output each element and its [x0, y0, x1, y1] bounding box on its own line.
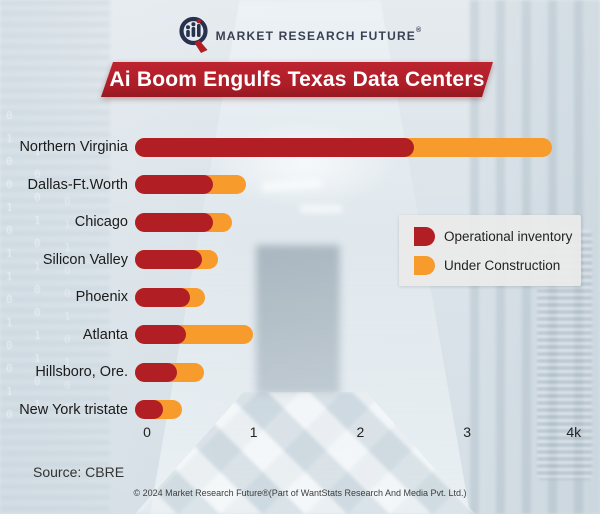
bar-row: Phoenix: [0, 287, 600, 307]
legend-marker-icon: [414, 226, 435, 246]
brand-logo: MARKET RESEARCH FUTURE®: [0, 15, 600, 55]
chart-legend: Operational inventory Under Construction: [399, 215, 581, 286]
legend-item: Under Construction: [414, 255, 581, 275]
bar-operational-inventory: [135, 362, 177, 382]
bar-row: Dallas-Ft.Worth: [0, 175, 600, 195]
magnifier-chart-icon: [178, 15, 210, 55]
bar-operational-inventory: [135, 175, 214, 195]
x-axis-tick: 1: [249, 424, 258, 440]
bar-row: Hillsboro, Ore.: [0, 362, 600, 382]
brand-name: MARKET RESEARCH FUTURE®: [215, 27, 423, 43]
page-title: Ai Boom Engulfs Texas Data Centers: [109, 67, 485, 91]
title-ribbon: Ai Boom Engulfs Texas Data Centers: [101, 62, 493, 97]
category-label: Phoenix: [75, 289, 128, 306]
registered-mark: ®: [416, 27, 423, 34]
category-label: Silicon Valley: [42, 251, 128, 268]
x-axis-tick: 4k: [566, 424, 582, 440]
bar-row: Silicon Valley: [0, 250, 600, 270]
legend-label: Under Construction: [444, 257, 561, 273]
x-axis-tick: 2: [356, 424, 365, 440]
x-axis-tick: 0: [143, 424, 151, 440]
legend-label: Operational inventory: [444, 228, 573, 244]
source-note: Source: CBRE: [33, 464, 125, 480]
bar-operational-inventory: [135, 400, 163, 420]
category-label: Hillsboro, Ore.: [35, 364, 128, 381]
bar-operational-inventory: [135, 137, 414, 157]
footer-copyright: © 2024 Market Research Future®(Part of W…: [133, 488, 467, 498]
category-label: New York tristate: [19, 401, 128, 418]
legend-marker-icon: [414, 255, 435, 275]
bar-operational-inventory: [135, 250, 203, 270]
category-label: Northern Virginia: [19, 139, 128, 155]
bar-row: Atlanta: [0, 325, 600, 345]
bar-row: Northern Virginia: [0, 137, 600, 157]
bar-row: New York tristate: [0, 400, 600, 420]
bar-row: Chicago: [0, 212, 600, 232]
category-label: Atlanta: [82, 326, 128, 343]
x-axis-tick: 3: [463, 424, 471, 440]
category-label: Dallas-Ft.Worth: [27, 176, 128, 193]
bar-operational-inventory: [135, 287, 190, 307]
bar-operational-inventory: [135, 212, 214, 232]
category-label: Chicago: [74, 214, 128, 231]
legend-item: Operational inventory: [414, 226, 581, 246]
bar-operational-inventory: [135, 325, 187, 345]
